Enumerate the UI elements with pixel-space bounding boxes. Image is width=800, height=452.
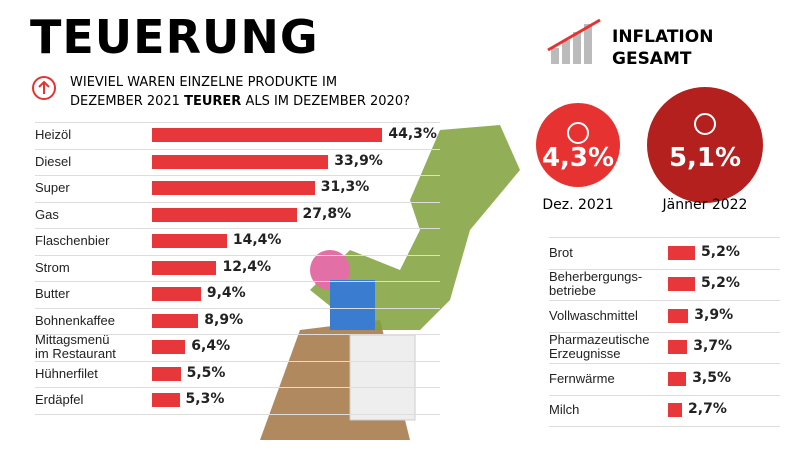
- row-separator: [549, 300, 780, 301]
- bar: [668, 371, 687, 386]
- value-label: 27,8%: [302, 205, 352, 222]
- row-separator: [35, 360, 440, 362]
- value-label: 5,2%: [701, 243, 740, 260]
- category-label: Diesel: [35, 153, 72, 169]
- row-separator: [549, 426, 780, 427]
- category-label: Fernwärme: [549, 370, 615, 386]
- question-text: WIEVIEL WAREN EINZELNE PRODUKTE IM: [70, 75, 338, 90]
- chart-icon: [547, 18, 601, 52]
- inflation-circle: [536, 103, 620, 187]
- row-separator: [549, 331, 780, 333]
- title: TEUERUNG: [30, 10, 319, 64]
- inflation-title: INFLATION GESAMT: [612, 26, 713, 70]
- chart-icon: [551, 24, 592, 64]
- category-label: Vollwaschmittel: [549, 307, 638, 323]
- inflation-period: Jänner 2022: [662, 197, 748, 213]
- arrow-icon: [38, 80, 50, 94]
- category-label: Bohnenkaffee: [35, 312, 115, 328]
- value-label: 8,9%: [204, 311, 244, 328]
- row-separator: [35, 413, 440, 415]
- value-label: 3,5%: [692, 369, 732, 386]
- category-label: Hühnerfilet: [35, 365, 98, 381]
- question-text: ALS IM DEZEMBER 2020?: [245, 94, 410, 109]
- arrow-icon: [32, 76, 56, 100]
- value-label: 6,4%: [191, 338, 231, 355]
- question: WIEVIEL WAREN EINZELNE PRODUKTE IM DEZEMB…: [70, 73, 450, 111]
- arrow-icon: [694, 113, 716, 136]
- bar: [668, 277, 696, 292]
- category-label: Super: [35, 180, 70, 196]
- question-text: DEZEMBER 2021: [70, 94, 180, 109]
- bar: [152, 154, 329, 169]
- bar: [668, 308, 689, 323]
- row-separator: [35, 254, 440, 256]
- value-label: 5,5%: [186, 364, 226, 381]
- inflation-value: 5,1%: [668, 143, 742, 173]
- bar: [152, 287, 201, 302]
- bar: [152, 366, 181, 381]
- value-label: 3,7%: [693, 338, 733, 355]
- value-label: 12,4%: [222, 258, 272, 275]
- category-label: Strom: [35, 259, 70, 275]
- inflation-period: Dez. 2021: [542, 197, 614, 213]
- inflation-title-line: GESAMT: [612, 49, 692, 69]
- bar: [668, 245, 696, 260]
- category-label: Brot: [549, 244, 573, 260]
- category-label: Pharmazeutische Erzeugnisse: [549, 332, 650, 362]
- bar: [152, 340, 186, 355]
- row-separator: [35, 387, 440, 388]
- radiator: [349, 334, 416, 421]
- value-label: 2,7%: [688, 401, 727, 418]
- row-separator: [35, 122, 440, 123]
- row-separator: [549, 268, 780, 270]
- category-label: Erdäpfel: [35, 392, 84, 408]
- value-label: 31,3%: [320, 179, 370, 196]
- bar: [668, 340, 688, 355]
- row-separator: [35, 201, 440, 203]
- bar: [152, 234, 227, 249]
- value-label: 44,3%: [388, 126, 437, 143]
- inflation-value: 4,3%: [541, 143, 615, 173]
- row-separator: [549, 394, 780, 396]
- row-separator: [549, 237, 780, 238]
- category-label: Mittagsmenü im Restaurant: [35, 332, 116, 362]
- value-label: 5,2%: [701, 275, 740, 292]
- row-separator: [35, 148, 440, 150]
- category-label: Flaschenbier: [35, 233, 110, 249]
- value-label: 14,4%: [232, 232, 282, 249]
- bar: [152, 313, 199, 328]
- row-separator: [35, 228, 440, 229]
- bar: [152, 260, 217, 275]
- row-separator: [35, 307, 440, 309]
- category-label: Heizöl: [35, 127, 72, 143]
- bar: [152, 393, 180, 408]
- category-label: Butter: [35, 286, 70, 302]
- groceries: [310, 125, 520, 330]
- bar: [668, 403, 683, 418]
- bar: [152, 207, 297, 222]
- value-label: 5,3%: [185, 391, 225, 408]
- inflation-circle: [647, 87, 763, 203]
- value-label: 33,9%: [334, 152, 383, 169]
- value-label: 9,4%: [206, 285, 246, 302]
- category-label: Beherbergungs- betriebe: [549, 269, 643, 299]
- row-separator: [35, 281, 440, 282]
- bar: [152, 181, 315, 196]
- question-emphasis: TEURER: [184, 94, 242, 109]
- category-label: Gas: [35, 206, 59, 222]
- category-label: Milch: [549, 402, 580, 418]
- arrow-icon: [567, 121, 589, 144]
- inflation-title-line: INFLATION: [612, 27, 714, 47]
- value-label: 3,9%: [694, 306, 734, 323]
- groceries-item: [330, 280, 375, 330]
- row-separator: [35, 334, 440, 335]
- row-separator: [549, 363, 780, 364]
- row-separator: [35, 175, 440, 176]
- bar: [152, 128, 383, 143]
